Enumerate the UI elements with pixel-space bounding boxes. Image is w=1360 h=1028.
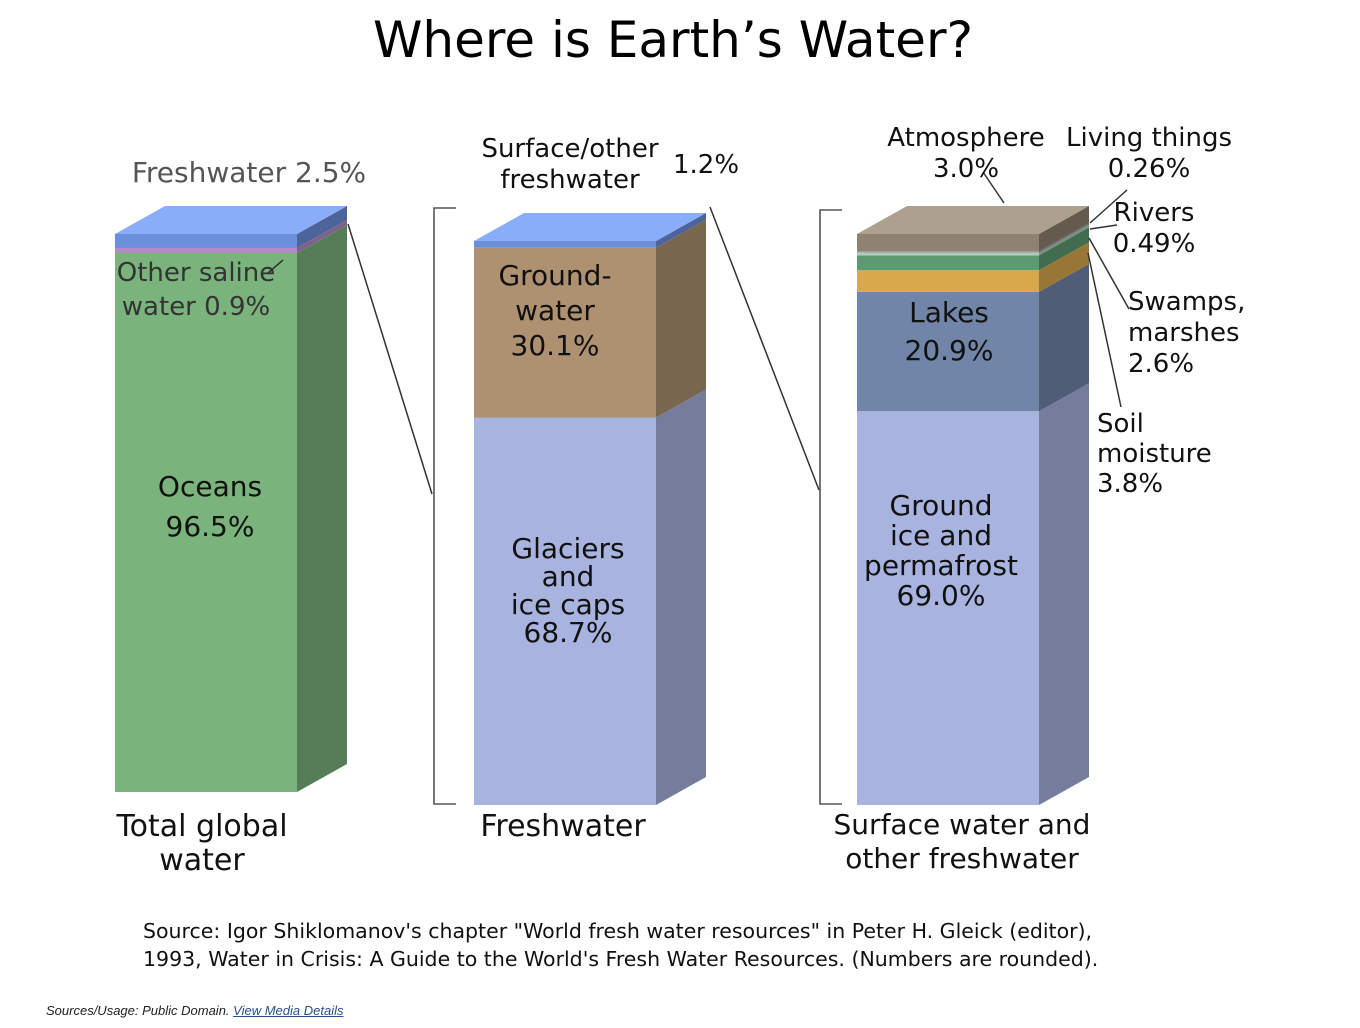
label-freshwater-share: Freshwater 2.5% (132, 156, 366, 189)
bracket-surface-water (819, 209, 842, 805)
bar-2-glaciers-and-ice-caps-side (656, 389, 706, 805)
label-rivers: Rivers 0.49% (1113, 198, 1196, 259)
zoom-line-surface (709, 206, 820, 491)
chart-title: Where is Earth’s Water? (373, 11, 973, 69)
label-living-things: Living things 0.26% (1066, 123, 1232, 184)
bar-3-ground-ice-and-permafrost-segment (857, 411, 1039, 805)
leader-soil (1087, 252, 1122, 408)
bar-3-atmosphere-top (857, 206, 1089, 234)
label-soil-moisture: Soil moisture 3.8% (1097, 409, 1212, 499)
label-ground-ice-permafrost: Ground ice and permafrost 69.0% (864, 489, 1018, 612)
bar-1-other-saline-water-side (297, 219, 347, 253)
view-media-details-link[interactable]: View Media Details (233, 1003, 344, 1018)
leader-rivers (1089, 224, 1118, 230)
label-lakes: Lakes 20.9% (905, 296, 994, 367)
bar-2-surface-other-freshwater-segment (474, 241, 656, 248)
bar-1-oceans-side (297, 224, 347, 793)
label-oceans: Oceans 96.5% (158, 470, 262, 543)
bar-3-lakes-side (1039, 263, 1089, 412)
bar-3-atmosphere-side (1039, 206, 1089, 252)
bar-2-glaciers-and-ice-caps-segment (474, 417, 656, 805)
label-surface-other-freshwater: Surface/other freshwater (481, 134, 658, 195)
bar-3-rivers-side (1039, 224, 1089, 256)
leader-other-saline (267, 259, 284, 274)
bar-3-soil-moisture-segment (857, 270, 1039, 292)
source-line-2: 1993, Water in Crisis: A Guide to the Wo… (143, 947, 1098, 971)
bar-1-other-saline-water-segment (115, 247, 297, 253)
label-atmosphere: Atmosphere 3.0% (887, 123, 1044, 184)
category-total-global-water: Total global water (115, 809, 287, 878)
bar-3-living-things-segment (857, 251, 1039, 253)
category-freshwater: Freshwater (480, 809, 646, 844)
bar-2-groundwater-segment (474, 247, 656, 418)
zoom-line-freshwater (347, 223, 433, 495)
bracket-freshwater (433, 207, 456, 805)
usage-text: Sources/Usage: Public Domain. (46, 1003, 230, 1018)
bar-1-oceans-segment (115, 252, 297, 793)
bar-1-freshwater-segment (115, 234, 297, 248)
leader-swamps (1088, 237, 1130, 310)
bar-1-freshwater-side (297, 206, 347, 248)
usage-note: Sources/Usage: Public Domain. View Media… (46, 1003, 343, 1018)
bar-2-surface-other-freshwater-top (474, 213, 706, 241)
category-surface-water: Surface water and other freshwater (834, 808, 1091, 875)
bar-3-ground-ice-and-permafrost-side (1039, 383, 1089, 805)
label-swamps-marshes: Swamps, marshes 2.6% (1128, 287, 1245, 379)
bar-2-surface-other-freshwater-side (656, 213, 706, 248)
bar-3-living-things-side (1039, 223, 1089, 253)
label-glaciers-ice-caps: Glaciers and ice caps 68.7% (511, 532, 625, 649)
leader-atmosphere (982, 171, 1005, 204)
leader-living-things (1089, 189, 1128, 224)
bar-1 (115, 206, 347, 793)
bar-3-lakes-segment (857, 291, 1039, 412)
bar-1-freshwater-top (115, 206, 347, 234)
label-other-saline-water: Other saline water 0.9% (117, 258, 276, 322)
bar-3-soil-moisture-side (1039, 242, 1089, 292)
label-groundwater: Ground-water 30.1% (498, 259, 611, 362)
bar-3-swamps-marshes-segment (857, 255, 1039, 271)
source-line-1: Source: Igor Shiklomanov's chapter "Worl… (143, 919, 1092, 943)
bar-3-atmosphere-segment (857, 234, 1039, 252)
bar-3 (857, 206, 1089, 805)
label-surface-other-value: 1.2% (673, 150, 739, 180)
bar-2-groundwater-side (656, 219, 706, 418)
bar-2 (474, 213, 706, 805)
bar-3-swamps-marshes-side (1039, 227, 1089, 271)
bar-3-rivers-segment (857, 252, 1039, 256)
